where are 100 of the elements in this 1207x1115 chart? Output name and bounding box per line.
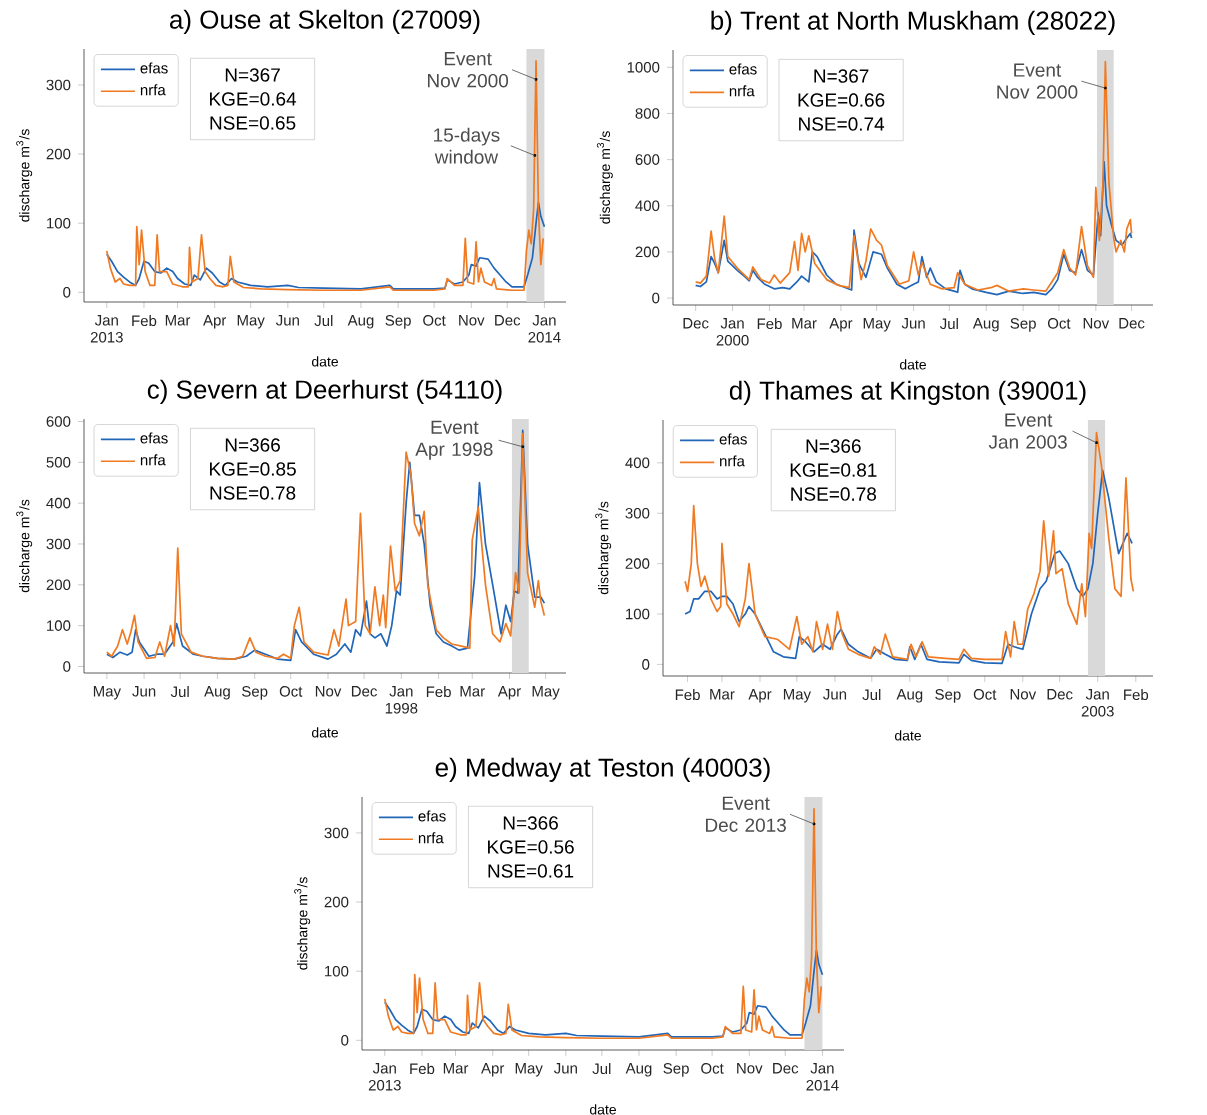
- annotation: NSE=0.78: [791, 487, 877, 501]
- y-tick-label: 100: [626, 608, 650, 620]
- y-tick-label: 600: [46, 416, 71, 427]
- y-tick-label: 400: [635, 200, 660, 212]
- y-tick-label: 300: [46, 538, 71, 550]
- x-tick-label: Dec: [351, 686, 377, 697]
- annotation: N=366: [225, 438, 280, 452]
- line-series: [694, 161, 1133, 296]
- legend-label: nrfa: [140, 84, 166, 96]
- x-tick-label: Jan 2013: [368, 1063, 401, 1091]
- x-tick-label: Nov: [1010, 689, 1037, 700]
- x-tick-label: Sep: [242, 686, 268, 700]
- x-tick-label: Nov: [737, 1063, 763, 1074]
- x-tick-label: Oct: [701, 1063, 724, 1074]
- x-tick-label: Apr: [481, 1063, 505, 1077]
- annotation: Event Apr 1998: [415, 420, 493, 460]
- y-tick-label: 1000: [627, 62, 660, 73]
- y-tick-label: 0: [642, 659, 650, 670]
- x-tick-label: Jan 1998: [385, 686, 418, 714]
- x-tick-label: Feb: [410, 1063, 435, 1075]
- chart-title: a) Ouse at Skelton (27009): [170, 9, 480, 34]
- x-tick-label: Jun: [275, 315, 299, 326]
- x-tick-label: Jul: [314, 315, 333, 327]
- x-tick-label: Aug: [625, 1063, 652, 1077]
- x-tick-label: Sep: [1010, 318, 1036, 332]
- legend-label: efas: [140, 62, 168, 74]
- x-tick-label: Jan 2014: [528, 315, 561, 343]
- x-tick-label: Dec: [773, 1063, 799, 1074]
- legend-label: efas: [729, 63, 757, 75]
- x-tick-label: Dec: [683, 318, 709, 329]
- y-tick-label: 0: [63, 287, 71, 298]
- x-tick-label: Apr: [748, 689, 772, 703]
- x-tick-label: Jun: [132, 686, 156, 697]
- x-axis-title: date: [894, 730, 921, 741]
- y-tick-label: 200: [46, 148, 71, 160]
- annotation: Event Jan 2003: [988, 413, 1067, 449]
- chart-title: b) Trent at North Muskham (28022): [711, 10, 1115, 35]
- y-tick-label: 200: [635, 246, 660, 258]
- x-tick-label: Jan 2003: [1081, 689, 1114, 717]
- x-tick-label: Feb: [757, 318, 782, 330]
- annotation: Event Nov 2000: [428, 52, 509, 88]
- x-tick-label: Mar: [710, 689, 735, 700]
- annotation: N=367: [814, 69, 869, 83]
- x-tick-label: Oct: [1047, 318, 1071, 329]
- y-tick-label: 400: [625, 457, 650, 469]
- y-tick-label: 300: [324, 827, 349, 839]
- x-tick-label: Mar: [460, 686, 485, 697]
- x-tick-label: Jul: [862, 689, 881, 701]
- annotation: Event Nov 2000: [997, 63, 1078, 99]
- y-tick-label: 300: [46, 79, 71, 91]
- annotation: Event Dec 2013: [706, 796, 786, 832]
- annotation: KGE=0.64: [210, 92, 297, 106]
- x-tick-label: Jun: [901, 318, 925, 329]
- y-tick-label: 0: [652, 292, 660, 304]
- legend-label: nrfa: [729, 85, 755, 97]
- y-tick-label: 300: [625, 507, 650, 519]
- line-series: [684, 431, 1135, 661]
- y-tick-label: 100: [325, 965, 349, 977]
- x-axis-title: date: [311, 727, 338, 738]
- y-tick-label: 200: [46, 579, 71, 591]
- annotation: NSE=0.74: [799, 117, 885, 131]
- x-tick-label: Nov: [315, 686, 342, 697]
- x-tick-label: Sep: [663, 1063, 689, 1077]
- x-axis-title: date: [311, 356, 338, 367]
- x-tick-label: May: [532, 686, 560, 700]
- x-tick-label: Oct: [973, 689, 997, 700]
- x-tick-label: Jan 2014: [806, 1063, 839, 1091]
- y-tick-label: 100: [47, 620, 71, 631]
- y-tick-label: 200: [625, 558, 650, 569]
- annotation: N=366: [503, 816, 558, 830]
- x-tick-label: Jul: [170, 686, 189, 698]
- x-tick-label: Jun: [823, 689, 847, 700]
- y-tick-label: 800: [635, 108, 660, 119]
- x-tick-label: Mar: [792, 318, 817, 329]
- annotation: KGE=0.81: [790, 463, 877, 477]
- y-tick-label: 0: [341, 1035, 349, 1046]
- annotation: KGE=0.66: [798, 93, 885, 107]
- legend-label: nrfa: [140, 454, 166, 466]
- x-tick-label: Dec: [1047, 689, 1073, 700]
- x-tick-label: Jan 2000: [716, 318, 749, 346]
- x-tick-label: Jul: [592, 1063, 611, 1075]
- x-tick-label: May: [93, 686, 121, 700]
- x-tick-label: Oct: [423, 315, 446, 326]
- chart-title: d) Thames at Kingston (39001): [729, 380, 1086, 405]
- x-tick-label: Aug: [204, 686, 230, 700]
- y-tick-label: 200: [324, 896, 349, 908]
- x-tick-label: Mar: [165, 315, 191, 326]
- y-axis-title: discharge m$^{3}$/s: [596, 131, 613, 224]
- x-tick-label: Feb: [675, 689, 700, 701]
- y-axis-title: discharge m$^{3}$/s: [16, 129, 33, 222]
- chart-title: e) Medway at Teston (40003): [435, 757, 770, 782]
- x-axis-title: date: [589, 1104, 616, 1115]
- x-tick-label: May: [237, 315, 265, 329]
- x-tick-label: Jun: [553, 1063, 577, 1074]
- x-tick-label: Aug: [347, 315, 374, 329]
- annotation: KGE=0.56: [488, 840, 574, 854]
- x-tick-label: Apr: [203, 315, 227, 329]
- x-tick-label: May: [783, 689, 811, 703]
- y-tick-label: 0: [63, 661, 71, 672]
- x-tick-label: Feb: [1124, 689, 1149, 701]
